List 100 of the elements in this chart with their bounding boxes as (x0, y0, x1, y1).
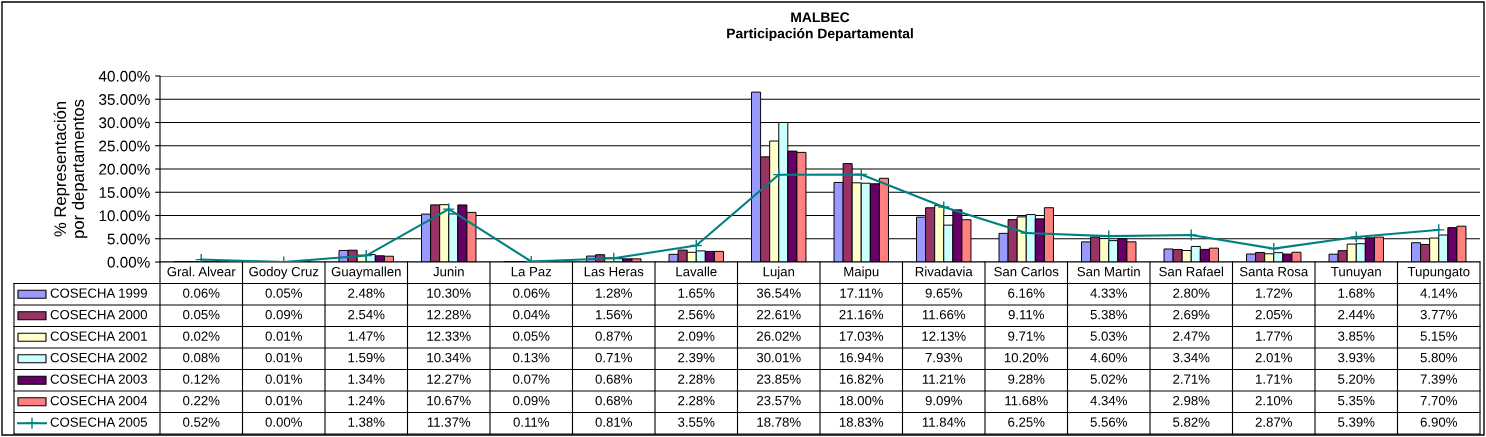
data-label: 6.25% (1008, 417, 1045, 427)
data-label: 1.72% (1256, 288, 1292, 298)
x-tick-label: San Martin (1077, 266, 1140, 277)
x-tick-label: San Carlos (994, 266, 1059, 277)
data-label: 2.69% (1173, 309, 1210, 320)
y-tick-label: 25.00% (99, 140, 150, 152)
data-label: 2.44% (1338, 309, 1375, 320)
data-label: 1.77% (1256, 331, 1292, 341)
data-label: 10.30% (427, 288, 471, 298)
x-tick-label: La Paz (511, 267, 552, 277)
data-label: 17.03% (839, 331, 884, 341)
data-label: 5.03% (1090, 331, 1127, 341)
data-label: 2.80% (1173, 288, 1210, 298)
chart-title: MALBEC (791, 12, 850, 23)
data-label: 0.01% (265, 331, 302, 341)
data-label: 10.34% (427, 352, 471, 363)
data-label: 1.56% (596, 309, 632, 320)
data-label: 2.39% (678, 352, 715, 363)
legend-label: COSECHA 2003 (50, 374, 147, 384)
data-label: 2.28% (678, 374, 715, 384)
data-label: 6.90% (1420, 417, 1457, 427)
data-label: 0.52% (183, 417, 220, 427)
data-label: 12.33% (427, 331, 471, 341)
x-tick-label: San Rafael (1159, 266, 1224, 277)
data-label: 11.68% (1005, 395, 1048, 406)
data-label: 1.71% (1256, 374, 1292, 384)
data-label: 0.04% (513, 309, 550, 320)
data-label: 0.68% (595, 374, 632, 384)
x-tick-label: Junin (433, 266, 464, 277)
y-tick-label: 10.00% (99, 210, 150, 222)
x-tick-label: Tupungato (1407, 267, 1470, 279)
x-tick-label: Maipu (844, 266, 879, 279)
data-label: 0.05% (513, 331, 550, 341)
data-label: 0.09% (265, 309, 302, 320)
data-label: 1.68% (1338, 288, 1375, 298)
data-label: 9.65% (925, 288, 962, 298)
x-tick-label: Tunuyan (1331, 267, 1381, 279)
data-label: 18.78% (757, 417, 801, 427)
data-label: 10.67% (427, 395, 471, 406)
data-label: 0.05% (183, 309, 220, 320)
data-label: 3.85% (1338, 331, 1375, 341)
data-label: 3.34% (1173, 352, 1210, 363)
data-label: 5.02% (1090, 374, 1127, 384)
y-tick-label: 5.00% (107, 233, 150, 245)
data-label: 1.65% (678, 288, 715, 298)
data-label: 1.24% (348, 395, 385, 406)
data-label: 4.33% (1090, 288, 1127, 298)
y-tick-label: 35.00% (99, 94, 150, 105)
data-label: 11.21% (922, 374, 966, 384)
data-label: 7.70% (1420, 395, 1457, 406)
data-label: 3.77% (1420, 309, 1457, 320)
data-label: 11.84% (922, 417, 966, 427)
legend-label: COSECHA 2004 (50, 395, 148, 406)
x-tick-label: Santa Rosa (1239, 266, 1309, 277)
data-label: 1.38% (348, 417, 385, 427)
y-tick-label: 40.00% (98, 70, 150, 82)
data-label: 5.20% (1338, 374, 1375, 384)
legend-label: COSECHA 2005 (50, 417, 147, 427)
data-label: 5.56% (1090, 417, 1127, 427)
data-label: 1.47% (348, 331, 385, 341)
data-label: 11.37% (427, 417, 471, 427)
data-label: 23.85% (757, 374, 801, 384)
x-tick-label: Godoy Cruz (249, 266, 319, 279)
data-label: 0.00% (265, 417, 302, 427)
x-tick-label: Guaymallen (331, 266, 401, 279)
data-label: 0.71% (595, 352, 632, 363)
data-label: 0.68% (595, 395, 632, 406)
data-label: 5.80% (1420, 352, 1457, 363)
data-label: 9.09% (925, 395, 962, 406)
data-label: 18.00% (839, 395, 884, 406)
data-label: 0.01% (265, 395, 302, 406)
data-label: 0.02% (183, 331, 220, 341)
data-label: 12.27% (427, 374, 471, 384)
legend-label: COSECHA 2002 (50, 352, 147, 363)
y-tick-label: 20.00% (99, 163, 150, 175)
data-label: 9.71% (1008, 331, 1045, 341)
data-label: 0.08% (183, 352, 220, 363)
data-label: 2.48% (348, 288, 385, 298)
data-label: 2.10% (1255, 395, 1292, 406)
data-label: 9.28% (1008, 374, 1045, 384)
data-label: 5.39% (1338, 417, 1375, 427)
data-label: 7.93% (925, 352, 962, 363)
data-label: 0.12% (183, 374, 220, 384)
data-label: 4.60% (1090, 352, 1127, 363)
data-label: 2.87% (1255, 417, 1292, 427)
data-label: 5.15% (1420, 331, 1457, 341)
data-label: 10.20% (1004, 352, 1049, 363)
data-label: 0.06% (513, 288, 550, 298)
data-label: 0.11% (513, 417, 549, 427)
data-label: 1.28% (596, 288, 632, 298)
data-label: 12.13% (922, 331, 966, 341)
data-label: 3.55% (678, 417, 715, 427)
data-label: 0.01% (265, 374, 302, 384)
data-label: 6.16% (1008, 288, 1045, 298)
data-label: 26.02% (757, 331, 801, 341)
data-label: 2.05% (1255, 309, 1292, 320)
data-label: 0.01% (265, 352, 302, 363)
data-label: 2.54% (348, 309, 385, 320)
legend-label: COSECHA 2001 (50, 331, 147, 341)
data-label: 23.57% (757, 395, 801, 406)
